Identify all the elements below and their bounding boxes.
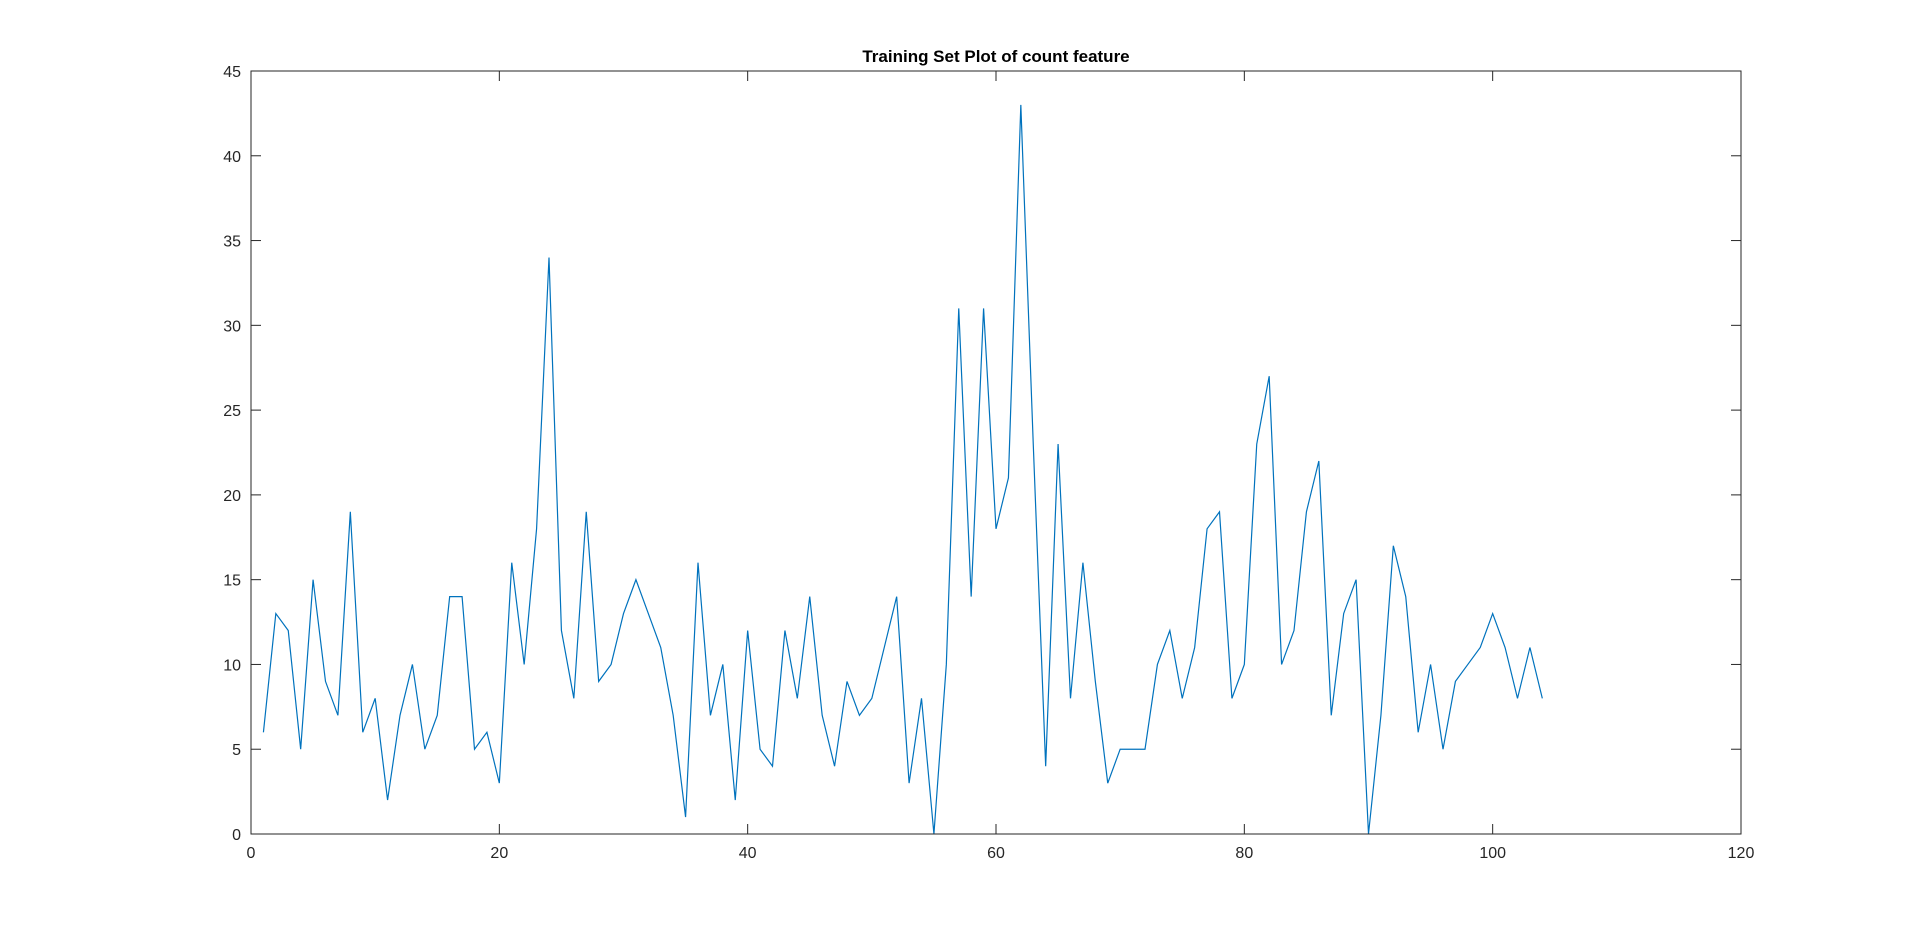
y-tick-label: 15 xyxy=(223,573,241,590)
axis-tick-labels: 0 20 40 60 80 100 120 0 5 10 15 20 25 30 35 40 45 xyxy=(223,64,1754,862)
y-tick-label: 30 xyxy=(223,318,241,335)
x-tick-label: 100 xyxy=(1479,845,1506,862)
x-tick-label: 0 xyxy=(247,845,256,862)
x-tick-label: 80 xyxy=(1235,845,1253,862)
chart-title: Training Set Plot of count feature xyxy=(862,47,1129,66)
y-tick-label: 5 xyxy=(232,742,241,759)
plot-area-frame xyxy=(250,70,1742,835)
y-tick-label: 40 xyxy=(223,149,241,166)
x-tick-label: 20 xyxy=(490,845,508,862)
x-tick-label: 40 xyxy=(739,845,757,862)
y-tick-label: 10 xyxy=(223,657,241,674)
y-tick-label: 25 xyxy=(223,403,241,420)
plot-background xyxy=(251,71,1741,834)
x-tick-label: 60 xyxy=(987,845,1005,862)
series-line xyxy=(262,104,1543,835)
y-tick-label: 35 xyxy=(223,234,241,251)
y-tick-label: 0 xyxy=(232,827,241,844)
y-tick-label: 45 xyxy=(223,64,241,81)
x-tick-label: 120 xyxy=(1728,845,1755,862)
y-tick-label: 20 xyxy=(223,488,241,505)
data-series xyxy=(262,104,1543,835)
